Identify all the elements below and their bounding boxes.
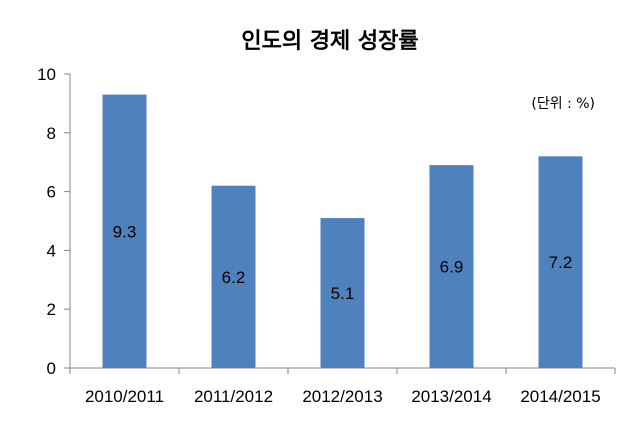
y-tick-label: 2 [47, 300, 56, 319]
y-tick-labels: 0 2 4 6 8 10 [37, 65, 56, 378]
y-tick-label: 10 [37, 65, 56, 84]
y-tick-label: 0 [47, 359, 56, 378]
y-tick-label: 6 [47, 183, 56, 202]
y-tick-label: 4 [47, 241, 56, 260]
data-label: 9.3 [113, 222, 137, 241]
x-tick-label: 2010/2011 [85, 387, 164, 406]
x-tick-label: 2013/2014 [411, 387, 491, 406]
data-label: 5.1 [331, 284, 355, 303]
x-tick-label: 2014/2015 [520, 387, 600, 406]
y-tick-label: 8 [47, 124, 56, 143]
unit-note: (단위 : %) [531, 96, 595, 112]
chart-title: 인도의 경제 성장률 [241, 29, 418, 54]
data-label: 6.2 [222, 268, 246, 287]
category-labels: 2010/2011 2011/2012 2012/2013 2013/2014 2014… [85, 387, 601, 406]
x-tick-label: 2012/2013 [302, 387, 382, 406]
x-tick-label: 2011/2012 [194, 387, 273, 406]
bars [103, 95, 583, 368]
data-label: 6.9 [440, 258, 464, 277]
data-label: 7.2 [549, 253, 573, 272]
